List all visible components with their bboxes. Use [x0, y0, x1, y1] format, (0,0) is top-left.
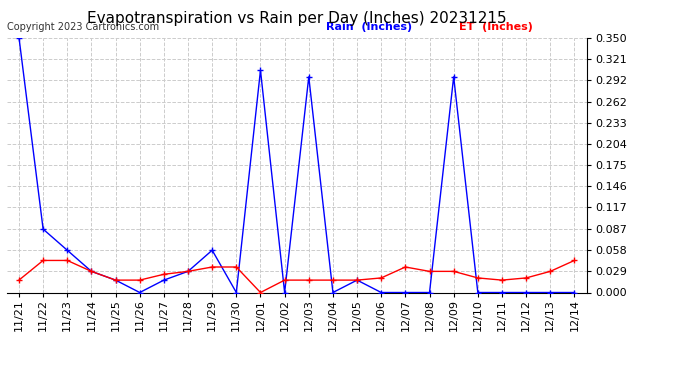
- Rain  (Inches): [111, 278, 120, 282]
- Rain  (Inches): [402, 290, 410, 295]
- ET  (Inches): [87, 269, 95, 274]
- ET  (Inches): [425, 269, 433, 274]
- ET  (Inches): [232, 265, 240, 269]
- ET  (Inches): [353, 278, 362, 282]
- Rain  (Inches): [329, 290, 337, 295]
- Rain  (Inches): [353, 278, 362, 282]
- ET  (Inches): [570, 258, 578, 263]
- ET  (Inches): [257, 290, 265, 295]
- Rain  (Inches): [208, 248, 217, 252]
- Text: Copyright 2023 Cartronics.com: Copyright 2023 Cartronics.com: [7, 22, 159, 32]
- ET  (Inches): [63, 258, 72, 263]
- Rain  (Inches): [39, 227, 47, 231]
- Rain  (Inches): [232, 290, 240, 295]
- Rain  (Inches): [473, 290, 482, 295]
- ET  (Inches): [329, 278, 337, 282]
- ET  (Inches): [473, 276, 482, 280]
- Rain  (Inches): [257, 68, 265, 72]
- Rain  (Inches): [546, 290, 555, 295]
- Text: Rain  (Inches): Rain (Inches): [326, 22, 412, 32]
- Rain  (Inches): [498, 290, 506, 295]
- ET  (Inches): [522, 276, 530, 280]
- Rain  (Inches): [304, 75, 313, 79]
- ET  (Inches): [546, 269, 555, 274]
- ET  (Inches): [377, 276, 385, 280]
- ET  (Inches): [135, 278, 144, 282]
- Line: Rain  (Inches): Rain (Inches): [16, 35, 578, 295]
- ET  (Inches): [498, 278, 506, 282]
- ET  (Inches): [304, 278, 313, 282]
- Rain  (Inches): [15, 35, 23, 40]
- ET  (Inches): [15, 278, 23, 282]
- ET  (Inches): [402, 265, 410, 269]
- Rain  (Inches): [377, 290, 385, 295]
- Rain  (Inches): [184, 269, 192, 274]
- Rain  (Inches): [135, 290, 144, 295]
- ET  (Inches): [280, 278, 288, 282]
- Rain  (Inches): [522, 290, 530, 295]
- Rain  (Inches): [450, 75, 458, 79]
- Rain  (Inches): [87, 269, 95, 274]
- ET  (Inches): [39, 258, 47, 263]
- ET  (Inches): [184, 269, 192, 274]
- Rain  (Inches): [280, 290, 288, 295]
- ET  (Inches): [208, 265, 217, 269]
- Rain  (Inches): [159, 278, 168, 282]
- Line: ET  (Inches): ET (Inches): [16, 258, 578, 295]
- ET  (Inches): [450, 269, 458, 274]
- Rain  (Inches): [570, 290, 578, 295]
- Rain  (Inches): [63, 248, 72, 252]
- Text: ET  (Inches): ET (Inches): [459, 22, 533, 32]
- ET  (Inches): [111, 278, 120, 282]
- Text: Evapotranspiration vs Rain per Day (Inches) 20231215: Evapotranspiration vs Rain per Day (Inch…: [87, 11, 506, 26]
- Rain  (Inches): [425, 290, 433, 295]
- ET  (Inches): [159, 272, 168, 276]
